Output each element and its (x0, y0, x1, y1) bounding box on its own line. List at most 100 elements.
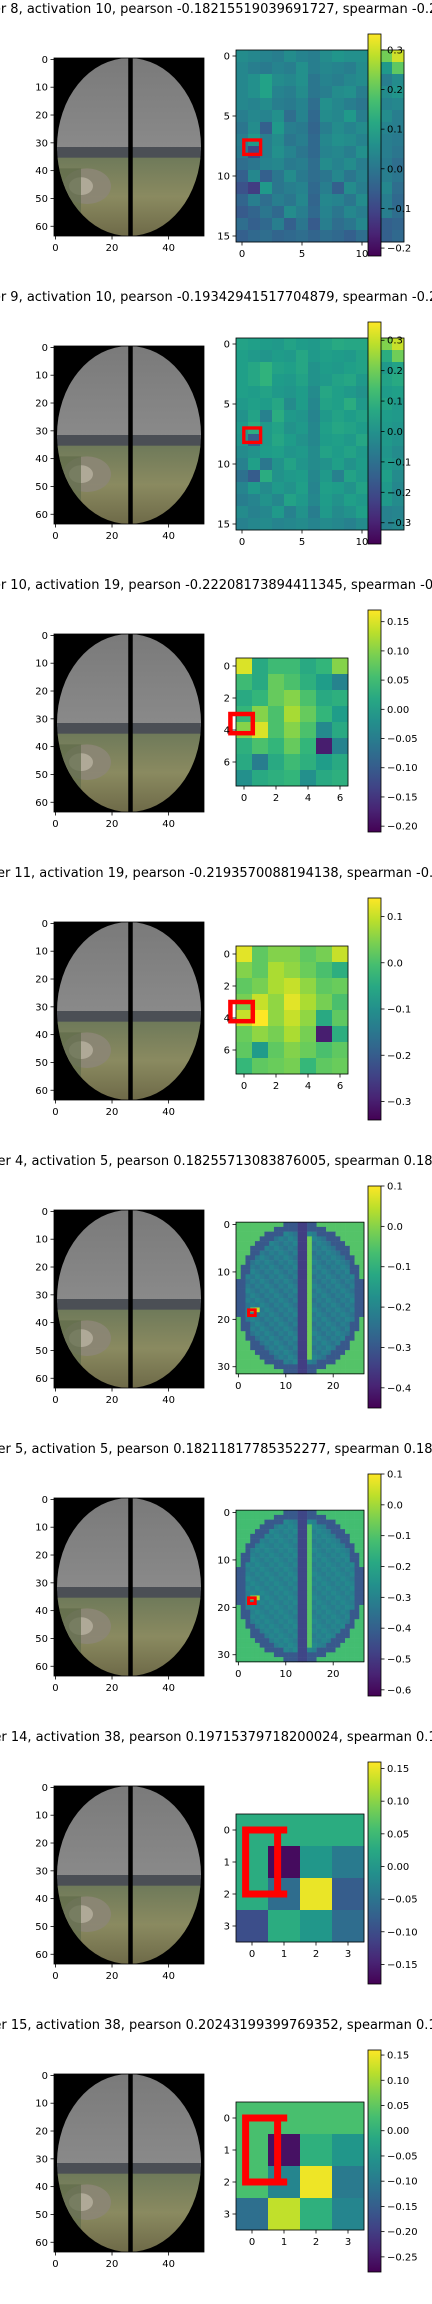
heatmap-cell (288, 1562, 294, 1568)
heatmap-cell (297, 1245, 303, 1251)
heatmap-cell (283, 1623, 289, 1629)
heatmap-cell (311, 1316, 317, 1323)
heatmap-cell (269, 1609, 275, 1615)
heatmap-cell (326, 1369, 332, 1375)
heatmap-cell (321, 1298, 327, 1304)
heatmap-cell (354, 1524, 360, 1530)
heatmap-cell (259, 1638, 265, 1644)
image-ytick-label: 40 (35, 1030, 48, 1041)
heatmap-cell (288, 1524, 294, 1530)
heatmap-ytick-label: 15 (217, 520, 230, 531)
heatmap-cell (321, 1595, 327, 1601)
heatmap-cell (311, 1359, 317, 1365)
heatmap-cell (260, 386, 273, 399)
heatmap-cell (359, 1274, 365, 1280)
heatmap-cell (278, 1312, 284, 1318)
heatmap-cell (345, 1226, 351, 1232)
heatmap-cell (278, 1288, 284, 1294)
heatmap-cell (254, 1354, 261, 1360)
heatmap-cell (284, 470, 297, 483)
heatmap-cell (250, 1269, 256, 1275)
heatmap-cell (260, 182, 273, 195)
heatmap-cell (236, 1279, 242, 1285)
heatmap-cell (278, 1642, 284, 1648)
heatmap-cell (307, 1369, 313, 1375)
heatmap-cell (240, 1642, 246, 1648)
heatmap-cell (250, 1562, 256, 1568)
heatmap-cell (359, 1590, 365, 1596)
heatmap-cell (236, 1529, 242, 1535)
heatmap-cell (240, 1633, 246, 1639)
heatmap-cell (240, 1345, 246, 1351)
heatmap-cell (292, 1562, 298, 1568)
heatmap-cell (260, 98, 273, 111)
heatmap-cell (252, 1058, 269, 1075)
heatmap-cell (288, 1657, 294, 1663)
heatmap-cell (340, 1231, 346, 1237)
heatmap-cell (254, 1628, 261, 1634)
heatmap-cell (302, 1231, 308, 1237)
heatmap-cell (245, 1340, 251, 1346)
heatmap-cell (250, 1302, 256, 1308)
heatmap-ytick-label: 4 (224, 726, 230, 737)
heatmap-cell (340, 1321, 346, 1327)
heatmap-cell (288, 1600, 294, 1606)
heatmap-cell (236, 2134, 269, 2167)
heatmap-cell (316, 1519, 322, 1525)
heatmap-cell (356, 134, 369, 147)
heatmap-cell (292, 1302, 298, 1308)
heatmap-cell (269, 1335, 275, 1341)
heatmap-cell (297, 1548, 303, 1554)
colorbar (367, 321, 382, 545)
heatmap-cell (308, 458, 321, 471)
heatmap-cell (311, 1576, 317, 1582)
heatmap-cell (236, 1283, 242, 1289)
heatmap-ytick-label: 0 (224, 662, 230, 673)
heatmap-cell (340, 1533, 346, 1539)
image-ytick-label: 10 (35, 371, 48, 382)
heatmap-cell (236, 946, 253, 963)
heatmap-cell (332, 506, 345, 519)
heatmap-cell (332, 962, 349, 979)
heatmap-cell (340, 1316, 346, 1323)
heatmap-cell (307, 1609, 313, 1615)
colorbar-tick-label: −0.2 (387, 1303, 411, 1314)
heatmap-cell (254, 1283, 261, 1289)
heatmap-cell (292, 1623, 298, 1629)
heatmap-cell (264, 1364, 270, 1370)
heatmap-cell (278, 1652, 284, 1658)
heatmap-cell (349, 1562, 355, 1568)
heatmap-cell (254, 1586, 261, 1592)
heatmap-cell (288, 1369, 294, 1375)
heatmap-cell (356, 506, 369, 519)
heatmap-cell (349, 1236, 355, 1242)
heatmap-cell (311, 1595, 317, 1601)
heatmap-cell (292, 1288, 298, 1294)
heatmap-cell (340, 1633, 346, 1639)
heatmap-cell (316, 1623, 322, 1629)
heatmap-cell (273, 1543, 279, 1549)
image-xtick-label: 20 (106, 1107, 119, 1118)
heatmap-ytick-label: 2 (224, 1890, 230, 1901)
heatmap-cell (236, 1548, 242, 1554)
heatmap-cell (330, 1609, 336, 1615)
heatmap-cell (292, 1543, 298, 1549)
heatmap-cell (259, 1567, 265, 1573)
heatmap-cell (326, 1590, 332, 1596)
heatmap-cell (316, 1359, 322, 1365)
heatmap-cell (288, 1340, 294, 1346)
heatmap-cell (259, 1350, 265, 1356)
heatmap-cell (296, 470, 309, 483)
heatmap-cell (392, 350, 405, 363)
heatmap-cell (326, 1241, 332, 1247)
heatmap-cell (345, 1604, 351, 1611)
heatmap-cell (345, 1571, 351, 1577)
heatmap-cell (345, 1316, 351, 1323)
heatmap-cell (296, 74, 309, 87)
image-ytick-label: 60 (35, 510, 48, 521)
heatmap-cell (296, 230, 309, 243)
colorbar-tick-label: −0.4 (387, 1383, 411, 1394)
heatmap-cell (292, 1307, 298, 1313)
heatmap-cell (278, 1274, 284, 1280)
